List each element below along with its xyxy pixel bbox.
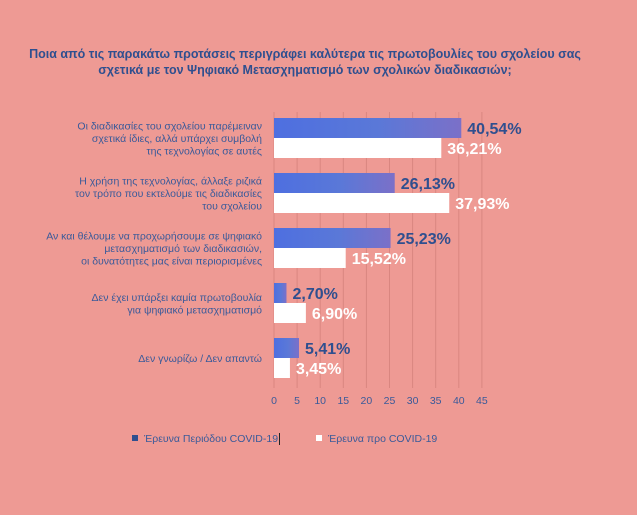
x-tick-label: 15 [337,395,349,407]
bar [274,358,290,378]
category-label: Αν και θέλουμε να προχωρήσουμε σε ψηφιακ… [46,231,262,243]
category-label: για ψηφιακό μετασχηματισμό [127,304,262,316]
data-label: 36,21% [447,141,501,158]
x-tick-label: 5 [294,395,300,407]
x-tick-label: 40 [453,395,465,407]
category-label: Οι διαδικασίες του σχολείου παρέμειναν [77,121,262,133]
bar [274,138,442,158]
data-label: 2,70% [292,286,337,303]
legend-swatch-covid [132,435,138,442]
data-label: 26,13% [401,176,455,193]
legend-item-covid: Έρευνα Περιόδου COVID-19 [132,433,281,446]
x-tick-label: 30 [407,395,419,407]
data-label: 5,41% [305,341,350,358]
category-label: οι δυνατότητες μας είναι περιορισμένες [81,256,262,268]
legend-swatch-pre-covid [316,435,322,442]
x-tick-label: 45 [476,395,488,407]
category-label: του σχολείου [202,201,262,213]
bar [274,118,462,138]
category-label: Δεν έχει υπάρξει καμία πρωτοβουλία [92,292,262,304]
category-label: Δεν γνωρίζω / Δεν απαντώ [138,353,262,365]
data-label: 6,90% [312,306,357,323]
x-tick-label: 35 [430,395,442,407]
category-label: σχετικά ίδιες, αλλά υπάρχει συμβολή [92,133,262,145]
bar [274,193,450,213]
x-tick-label: 20 [361,395,373,407]
x-tick-label: 25 [384,395,396,407]
category-label: της τεχνολογίας σε αυτές [146,146,262,158]
bar [274,303,306,323]
category-label: μετασχηματισμό των διαδικασιών, [104,243,262,255]
bar [274,248,346,268]
bar [274,228,391,248]
data-label: 25,23% [397,231,451,248]
category-label: Η χρήση της τεχνολογίας, άλλαξε ριζικά [79,176,262,188]
chart-title: Ποια από τις παρακάτω προτάσεις περιγράφ… [29,47,581,77]
data-label: 15,52% [352,251,406,268]
category-label: τον τρόπο που εκτελούμε τις διαδικασίες [75,188,262,200]
bar [274,173,395,193]
data-label: 37,93% [455,196,509,213]
bar [274,338,299,358]
x-tick-label: 0 [271,395,277,407]
x-tick-label: 10 [314,395,326,407]
bar [274,283,287,303]
legend-label-covid: Έρευνα Περιόδου COVID-19 [144,433,279,445]
legend-label-pre-covid: Έρευνα προ COVID-19 [328,433,438,445]
data-label: 3,45% [296,361,341,378]
data-label: 40,54% [467,121,521,138]
legend-item-pre-covid: Έρευνα προ COVID-19 [316,433,437,445]
